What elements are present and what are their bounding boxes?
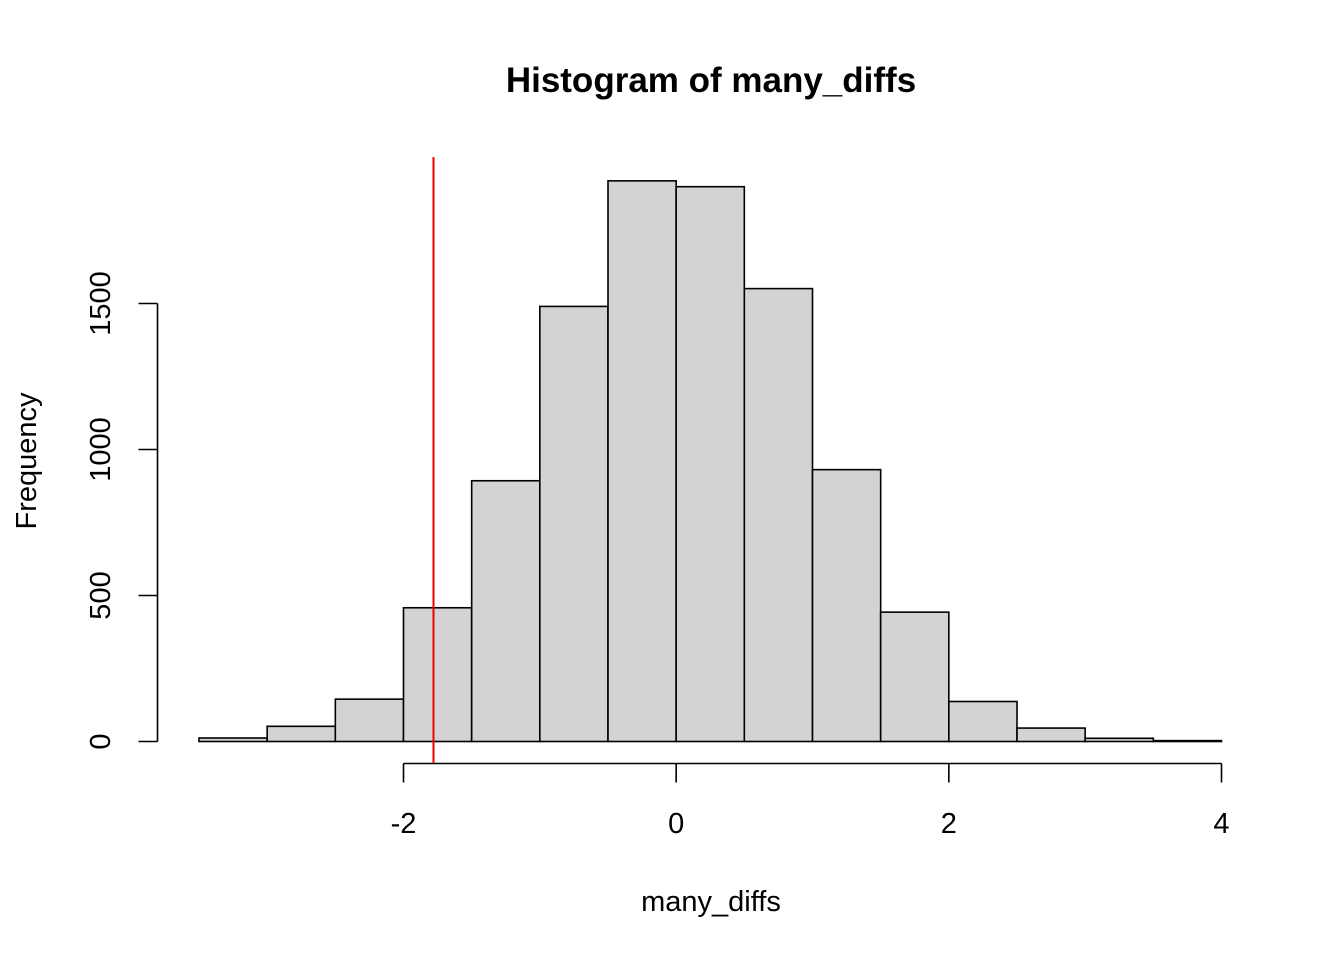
histogram-bar	[811, 468, 882, 743]
histogram-bar	[879, 611, 950, 743]
histogram-bar	[470, 479, 541, 743]
histogram-bar	[1152, 739, 1223, 743]
histogram-bar	[539, 305, 609, 743]
y-tick-label: 1500	[85, 271, 117, 336]
histogram-bar	[675, 185, 746, 743]
histogram-bar	[198, 737, 268, 743]
x-tick-label: 4	[1213, 808, 1229, 840]
x-axis-title: many_diffs	[641, 886, 781, 918]
x-tick-label: -2	[391, 808, 417, 840]
y-tick-label: 1000	[85, 417, 117, 482]
histogram-bar	[743, 287, 814, 743]
chart-title: Histogram of many_diffs	[506, 61, 916, 100]
histogram-bar	[334, 698, 405, 743]
x-tick-label: 0	[668, 808, 684, 840]
histogram-bar	[948, 700, 1018, 743]
y-tick-label: 0	[85, 733, 117, 749]
y-tick-label: 500	[85, 571, 117, 619]
histogram-bar	[402, 606, 473, 743]
x-tick-label: 2	[941, 808, 957, 840]
y-axis-title: Frequency	[11, 392, 43, 530]
histogram-bar	[266, 725, 337, 743]
histogram-bar	[607, 180, 677, 743]
histogram-bar	[1084, 737, 1155, 743]
y-axis: 0 500 1000 1500	[85, 271, 159, 750]
x-axis: -2 0 2 4	[391, 762, 1230, 840]
histogram-bar	[1016, 727, 1086, 743]
histogram-bars	[198, 180, 1223, 743]
